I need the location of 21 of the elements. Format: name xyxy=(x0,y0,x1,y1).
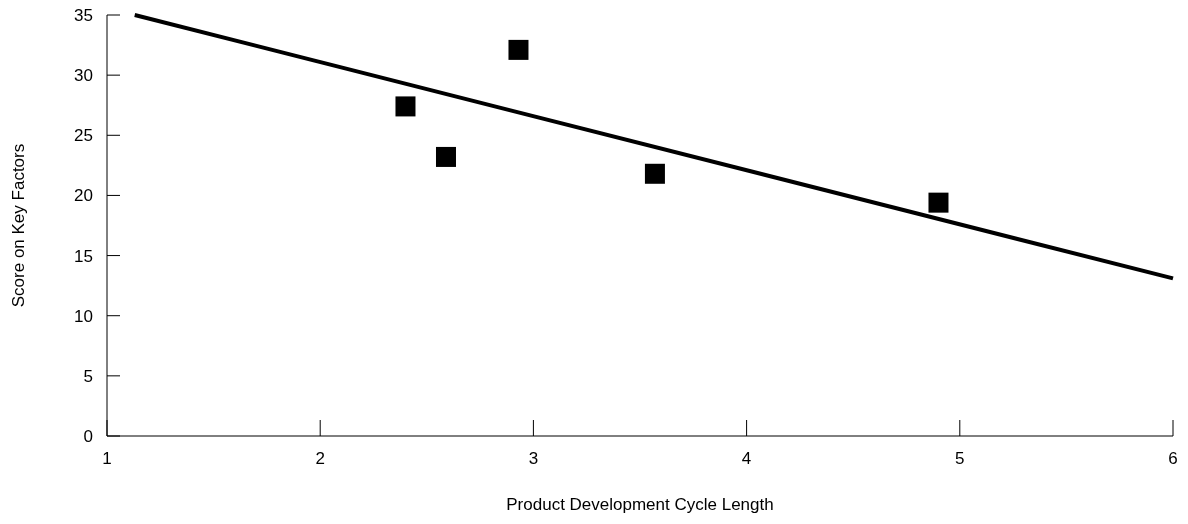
y-tick-label: 5 xyxy=(83,366,93,386)
x-tick-label: 3 xyxy=(528,449,539,468)
y-tick-label: 25 xyxy=(74,126,93,146)
x-tick-label: 2 xyxy=(315,449,325,468)
y-tick-label: 20 xyxy=(74,186,93,206)
y-axis-title: Score on Key Factors xyxy=(9,143,28,308)
y-tick-label: 10 xyxy=(74,306,93,326)
x-tick-label: 5 xyxy=(955,449,965,468)
x-tick-label: 6 xyxy=(1168,449,1178,468)
y-tick-label: 0 xyxy=(83,426,93,446)
point xyxy=(508,39,529,60)
point xyxy=(644,163,665,184)
point xyxy=(395,96,416,117)
point xyxy=(435,146,456,167)
x-tick-label: 4 xyxy=(741,449,752,468)
x-axis-title: Product Development Cycle Length xyxy=(506,495,774,514)
y-tick-label: 15 xyxy=(74,246,93,266)
y-tick-label: 30 xyxy=(74,66,93,86)
point xyxy=(928,192,949,213)
y-tick-label: 35 xyxy=(74,5,93,25)
x-tick-label: 1 xyxy=(102,449,112,468)
